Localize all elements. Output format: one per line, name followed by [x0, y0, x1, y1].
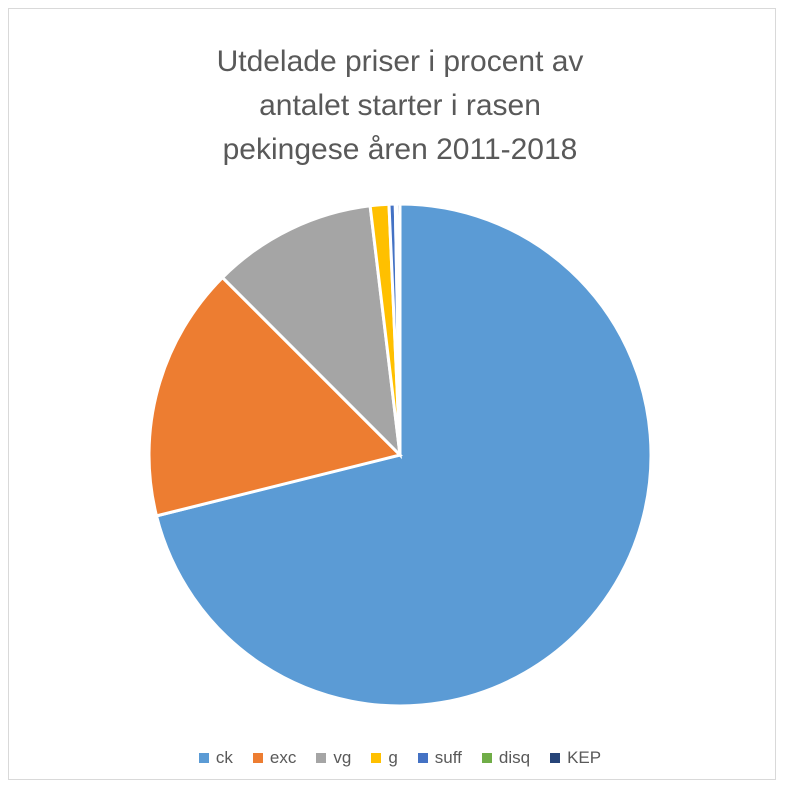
chart-frame — [8, 8, 776, 780]
legend-swatch — [198, 753, 209, 763]
legend-swatch — [316, 753, 327, 763]
legend-label: KEP — [567, 748, 602, 767]
legend-label: g — [388, 748, 398, 767]
legend-item: g — [371, 748, 398, 768]
pie-slice — [147, 275, 403, 518]
legend-swatch — [481, 753, 492, 763]
legend-swatch — [252, 753, 263, 763]
legend-label: suff — [434, 748, 462, 767]
pie-slice — [154, 202, 653, 708]
legend-swatch — [417, 753, 428, 763]
legend-label: vg — [333, 748, 352, 767]
legend-label: ck — [215, 748, 233, 767]
legend-item: exc — [252, 748, 297, 768]
legend: ck exc vg g suff disq KEP — [0, 748, 786, 768]
legend-item: KEP — [550, 748, 601, 768]
legend-item: suff — [417, 748, 462, 768]
legend-item: disq — [481, 748, 531, 768]
legend-item: vg — [316, 748, 351, 768]
chart-title: Utdelade priser i procent av antalet sta… — [216, 45, 584, 166]
legend-swatch — [371, 753, 382, 763]
pie-slice — [395, 202, 402, 456]
pie-slice — [220, 204, 403, 460]
legend-item: ck — [198, 748, 233, 768]
legend-label: exc — [269, 748, 297, 767]
legend-swatch — [550, 753, 561, 763]
legend-label: disq — [498, 748, 531, 767]
